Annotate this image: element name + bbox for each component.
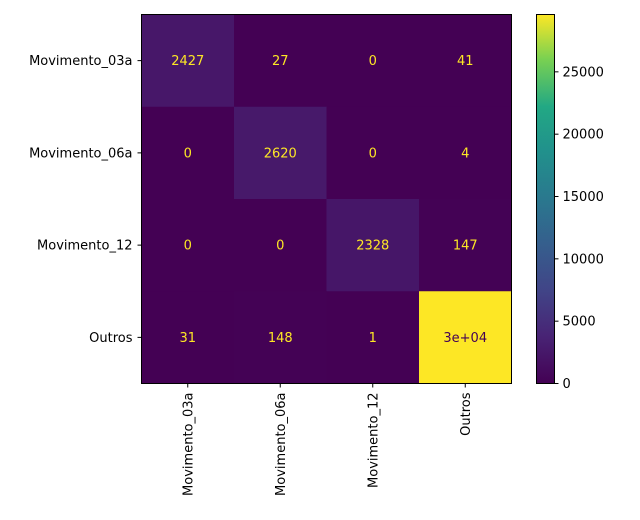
cell-value-label: 31 [179, 331, 196, 346]
heatmap-cell [326, 291, 420, 384]
colorbar-axis: 0 5000 10000 15000 20000 25000 [554, 65, 604, 392]
cell-value-label: 148 [268, 331, 293, 346]
cell-value-label: 2427 [171, 54, 204, 69]
heatmap-cell [141, 14, 235, 108]
x-axis: Movimento_03a Movimento_06a Movimento_12 Ou… [181, 383, 474, 496]
heatmap-frame [141, 14, 512, 384]
heatmap-cell [234, 199, 327, 292]
heatmap-cell-labels: 2427 27 0 41 0 2620 0 4 0 0 2328 147 31 148 1 3e+04 [171, 54, 487, 346]
colorbar-tick-label: 5000 [563, 315, 596, 330]
cell-value-label: 0 [184, 239, 192, 254]
colorbar-tick-label: 0 [563, 377, 571, 392]
heatmap-cell [419, 14, 512, 108]
cell-value-label: 147 [453, 239, 478, 254]
heatmap-cell [141, 291, 235, 384]
heatmap-cell [326, 199, 420, 292]
colorbar-tick-label: 25000 [563, 65, 604, 80]
heatmap-cell [141, 199, 235, 292]
heatmap-cell [419, 199, 512, 292]
cell-value-label: 27 [272, 54, 289, 69]
x-tick-label: Outros [459, 392, 474, 436]
colorbar-tick-label: 10000 [563, 252, 604, 267]
colorbar-tick-label: 20000 [563, 128, 604, 143]
cell-value-label: 2620 [264, 146, 297, 161]
heatmap-cell [326, 106, 420, 200]
cell-value-label: 0 [276, 239, 284, 254]
y-tick-label: Movimento_06a [29, 146, 132, 161]
cell-value-label: 0 [369, 54, 377, 69]
cell-value-label: 1 [369, 331, 377, 346]
x-tick-label: Movimento_12 [366, 393, 381, 488]
x-tick-label: Movimento_03a [181, 393, 196, 496]
heatmap-cell [326, 14, 420, 108]
heatmap-cell [419, 106, 512, 200]
colorbar [536, 14, 555, 384]
heatmap-cell [419, 291, 512, 384]
cell-value-label: 3e+04 [443, 331, 487, 346]
x-tick-label: Movimento_06a [274, 393, 289, 496]
heatmap-cells [141, 14, 512, 384]
cell-value-label: 0 [184, 146, 192, 161]
cell-value-label: 2328 [356, 239, 389, 254]
heatmap-cell [234, 106, 327, 200]
y-tick-label: Movimento_03a [29, 54, 132, 69]
heatmap-cell [234, 291, 327, 384]
heatmap-cell [141, 106, 235, 200]
y-tick-label: Movimento_12 [37, 239, 132, 254]
cell-value-label: 41 [457, 54, 474, 69]
y-axis: Movimento_03a Movimento_06a Movimento_12 Ou… [29, 54, 142, 346]
heatmap-cell [234, 14, 327, 108]
cell-value-label: 4 [461, 146, 469, 161]
cell-value-label: 0 [369, 146, 377, 161]
y-tick-label: Outros [89, 331, 133, 346]
colorbar-tick-label: 15000 [563, 190, 604, 205]
